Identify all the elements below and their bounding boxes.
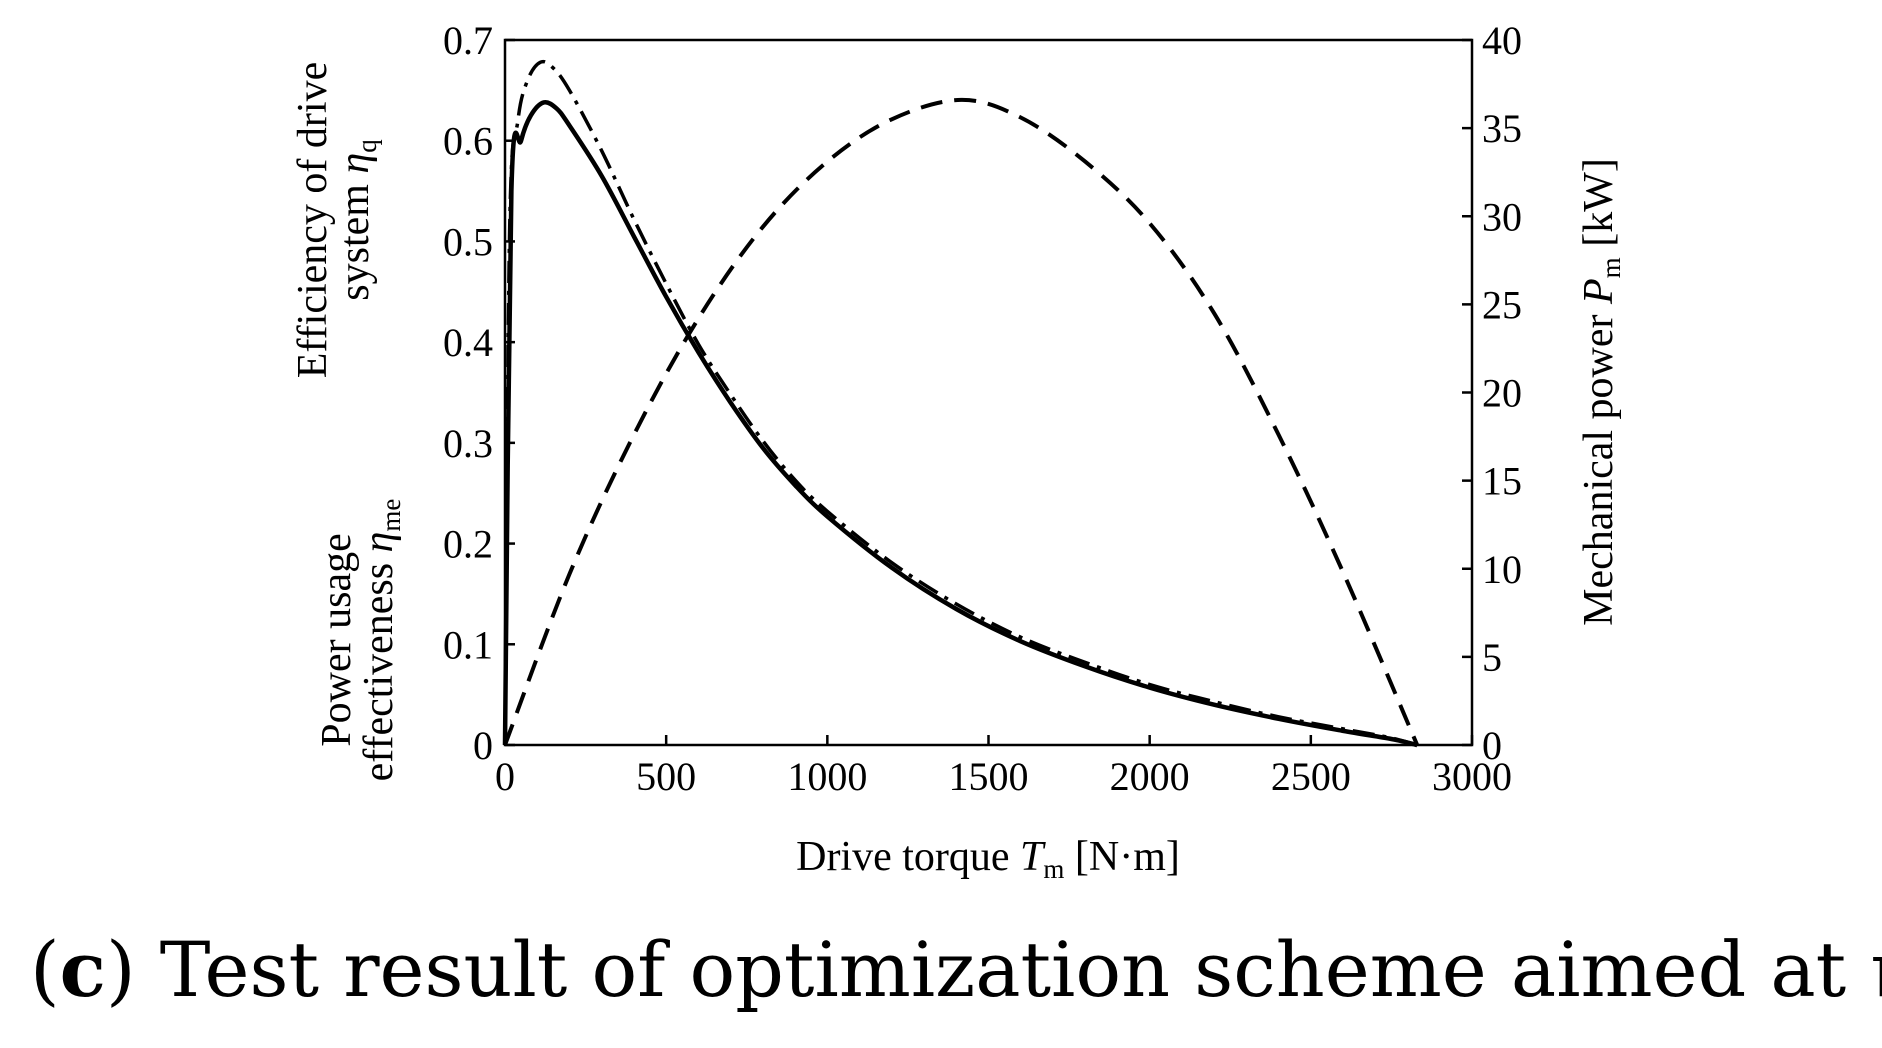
x-tick-label: 0: [495, 754, 515, 799]
y-left-label-bottom-line1: Power usage: [314, 533, 360, 746]
y-left-label-top-line1: Efficiency of drive: [290, 62, 336, 378]
x-tick-label: 1500: [949, 754, 1029, 799]
y-right-tick-label: 0: [1482, 723, 1502, 768]
y-right-label: Mechanical power Pm [kW]: [1576, 158, 1626, 626]
series-line-dashed: [503, 97, 1420, 746]
y-right-tick-label: 5: [1482, 635, 1502, 680]
y-right-tick-label: 10: [1482, 547, 1522, 592]
y-left-label-top: Efficiency of drive system ηq: [290, 62, 382, 378]
plot-area: [503, 38, 1474, 747]
y-left-label-bottom-line2: effectiveness ηme: [356, 499, 406, 782]
svg-text:Mechanical power Pm [kW]: Mechanical power Pm [kW]: [1576, 158, 1626, 626]
chart: 0 500 1000 1500 2000 2500 300000.10.20.30.40.5…: [290, 18, 1626, 884]
series-layer: [502, 59, 1420, 748]
series-line-solid: [502, 99, 1418, 748]
caption-letter: c: [59, 925, 106, 1014]
x-tick-label: 1000: [787, 754, 867, 799]
y-left-label-top-line2: system ηq: [332, 139, 382, 301]
x-axis-label: Drive torque Tm [N·m]: [796, 834, 1180, 884]
y-left-tick-label: 0.4: [443, 320, 493, 365]
y-right-tick-label: 30: [1482, 194, 1522, 239]
x-tick-label: 2500: [1271, 754, 1351, 799]
y-left-tick-label: 0.3: [443, 421, 493, 466]
y-left-tick-label: 0.6: [443, 119, 493, 164]
y-right-tick-label: 15: [1482, 459, 1522, 504]
tick-layer: 0 500 1000 1500 2000 2500 300000.10.20.30.40.5…: [443, 18, 1522, 799]
y-left-tick-label: 0.1: [443, 622, 493, 667]
y-left-tick-label: 0.2: [443, 522, 493, 567]
x-tick-label: 2000: [1110, 754, 1190, 799]
y-right-tick-label: 25: [1482, 282, 1522, 327]
x-tick-label: 3000: [1432, 754, 1512, 799]
y-right-tick-label: 20: [1482, 371, 1522, 416]
y-left-tick-label: 0: [473, 723, 493, 768]
y-left-label-bottom: Power usage effectiveness ηme: [314, 499, 406, 782]
series-line-dash-dot: [503, 59, 1418, 747]
y-right-tick-label: 40: [1482, 18, 1522, 63]
y-right-tick-label: 35: [1482, 106, 1522, 151]
x-tick-label: 500: [636, 754, 696, 799]
y-left-tick-label: 0.7: [443, 18, 493, 63]
y-left-tick-label: 0.5: [443, 219, 493, 264]
figure-caption: (c) Test result of optimization scheme a…: [30, 925, 1882, 1014]
